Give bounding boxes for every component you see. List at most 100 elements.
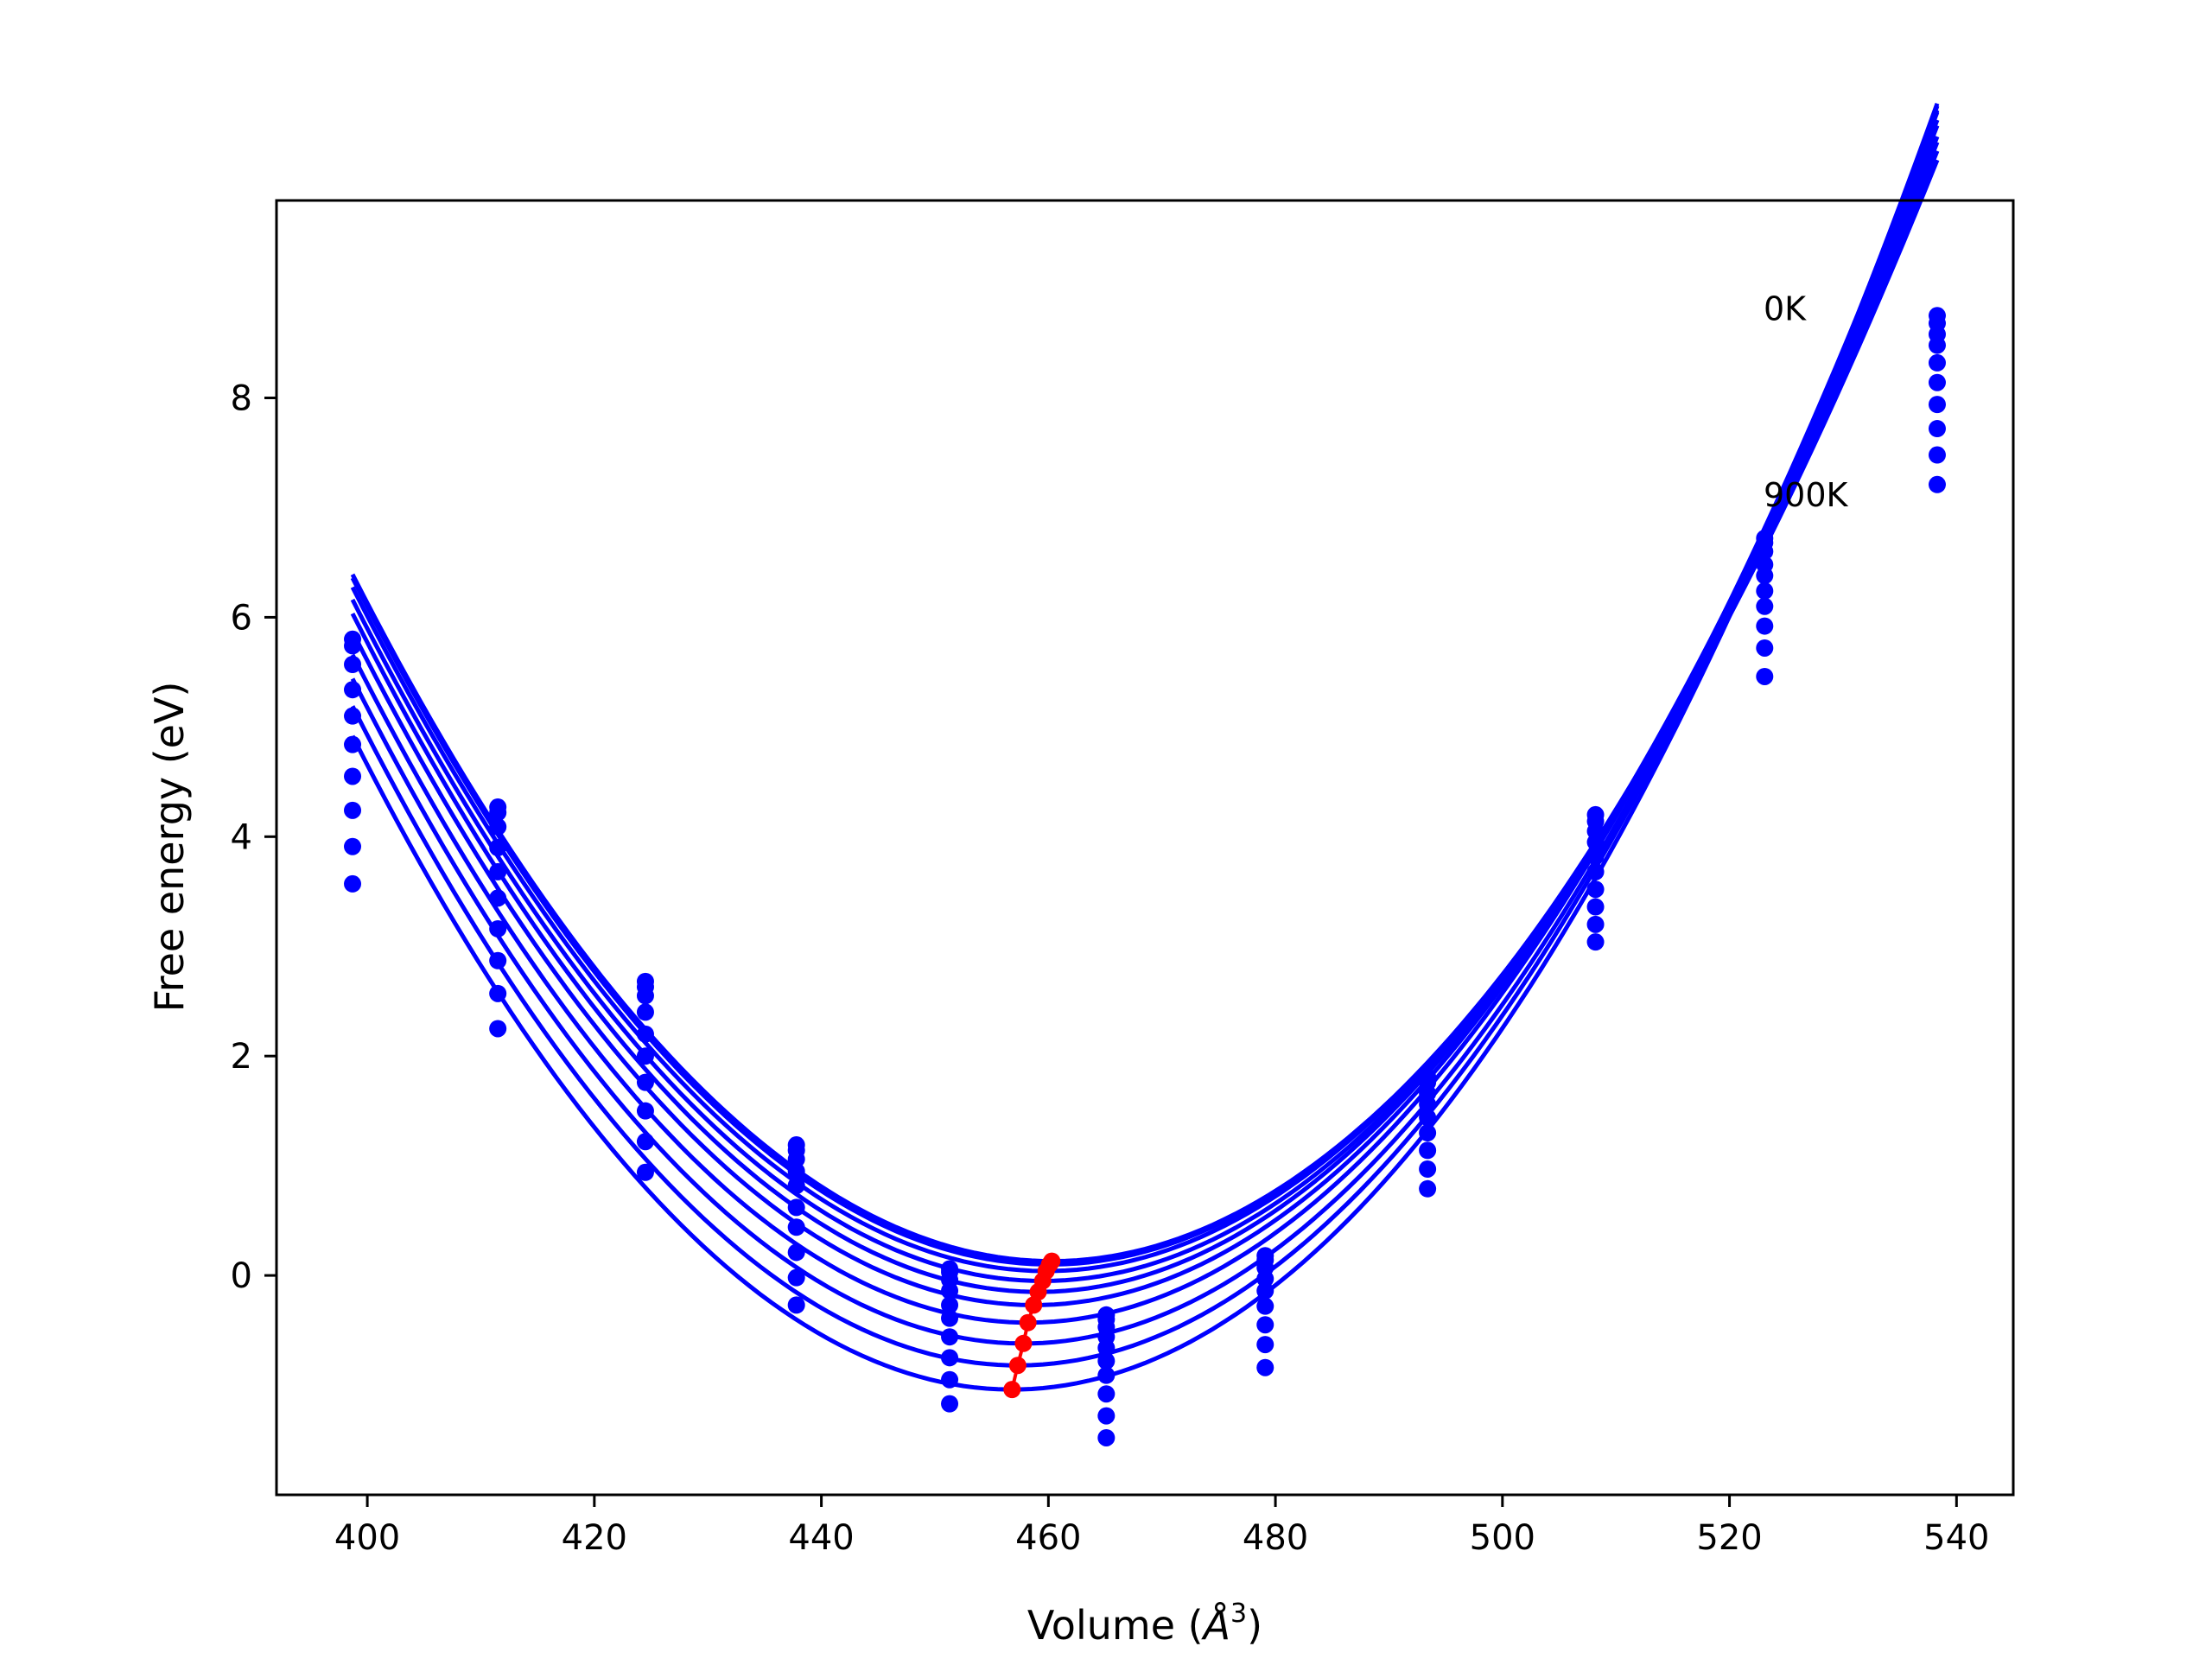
data-point: [1256, 1281, 1274, 1300]
data-point: [787, 1296, 805, 1314]
x-axis-label: Volume (Å3): [1027, 1599, 1262, 1649]
data-point: [1419, 1124, 1437, 1142]
data-point: [1256, 1336, 1274, 1354]
data-point: [489, 817, 507, 836]
data-point: [1928, 353, 1946, 372]
data-point: [1928, 336, 1946, 354]
data-point: [1256, 1316, 1274, 1334]
data-point: [344, 767, 362, 785]
data-point: [489, 1020, 507, 1038]
data-point: [489, 984, 507, 1002]
fit-curve-6: [350, 111, 1940, 1325]
y-tick-label: 2: [231, 1037, 252, 1077]
plot-frame: [275, 199, 2015, 1497]
data-point: [941, 1370, 959, 1389]
data-point: [1097, 1428, 1116, 1446]
data-point: [1586, 848, 1605, 866]
data-point: [941, 1296, 959, 1314]
data-point: [1419, 1160, 1437, 1178]
x-tick-label: 400: [334, 1518, 400, 1558]
x-axis: 400 420 440 460 480 500 520 540: [334, 1495, 1989, 1558]
y-axis-label: Free energy (eV): [146, 682, 193, 1013]
data-point: [1586, 862, 1605, 880]
data-point: [1586, 915, 1605, 933]
data-point: [1756, 597, 1774, 615]
data-point: [1419, 1096, 1437, 1114]
data-point: [1928, 396, 1946, 414]
data-point: [1586, 933, 1605, 951]
data-point: [1097, 1366, 1116, 1384]
data-point: [1928, 475, 1946, 493]
fit-curve-9: [350, 102, 1940, 1392]
data-point: [787, 1177, 805, 1195]
minimum-point: [1029, 1283, 1047, 1301]
data-point: [1097, 1352, 1116, 1370]
data-point: [1419, 1109, 1437, 1127]
data-point: [636, 1073, 654, 1091]
x-tick-label: 420: [562, 1518, 627, 1558]
data-point: [787, 1150, 805, 1168]
annotation-0: 0K: [1764, 289, 1807, 327]
x-tick-label: 500: [1470, 1518, 1535, 1558]
y-tick-label: 4: [231, 817, 252, 857]
data-point: [941, 1349, 959, 1367]
minimum-point: [1014, 1334, 1033, 1352]
data-point: [636, 1003, 654, 1021]
y-tick-label: 8: [231, 379, 252, 419]
data-point: [1756, 667, 1774, 685]
data-point: [489, 919, 507, 938]
data-point: [636, 1047, 654, 1065]
data-point: [1928, 420, 1946, 438]
data-point: [344, 637, 362, 655]
data-point: [787, 1162, 805, 1180]
data-point: [941, 1328, 959, 1346]
data-point: [1419, 1141, 1437, 1160]
data-point: [636, 987, 654, 1005]
annotations: 0K 900K: [1764, 289, 1849, 514]
data-point: [1928, 373, 1946, 391]
annotation-1: 900K: [1764, 476, 1849, 514]
data-point: [1756, 543, 1774, 561]
data-point: [1928, 446, 1946, 464]
x-tick-label: 520: [1696, 1518, 1762, 1558]
data-point: [1097, 1407, 1116, 1425]
data-point: [344, 681, 362, 699]
data-point: [636, 1163, 654, 1181]
minima-points: [1003, 1252, 1061, 1399]
data-point: [1756, 567, 1774, 585]
data-point: [344, 837, 362, 855]
data-point: [344, 801, 362, 819]
fit-curve-7: [350, 109, 1940, 1346]
data-point: [344, 655, 362, 673]
x-tick-label: 540: [1923, 1518, 1989, 1558]
data-point: [1256, 1269, 1274, 1287]
data-point: [489, 862, 507, 880]
data-point: [787, 1198, 805, 1217]
data-point: [941, 1395, 959, 1413]
data-point: [489, 804, 507, 822]
data-point: [1097, 1338, 1116, 1357]
x-tick-label: 440: [788, 1518, 854, 1558]
data-point: [787, 1243, 805, 1262]
x-tick-label: 480: [1243, 1518, 1308, 1558]
data-point: [344, 735, 362, 753]
data-point: [489, 889, 507, 907]
fit-curves: [350, 102, 1940, 1392]
y-axis: 0 2 4 6 8: [231, 379, 276, 1296]
fit-curve-8: [350, 105, 1940, 1368]
data-point: [1256, 1358, 1274, 1376]
data-point: [344, 707, 362, 725]
y-tick-label: 0: [231, 1256, 252, 1296]
data-point: [1586, 898, 1605, 916]
data-point: [636, 1102, 654, 1120]
data-point: [1756, 582, 1774, 600]
data-point: [636, 1133, 654, 1151]
data-point: [344, 874, 362, 893]
minimum-point: [1019, 1313, 1037, 1332]
minimum-point: [1003, 1381, 1021, 1399]
minimum-point: [1008, 1357, 1027, 1375]
data-point: [941, 1309, 959, 1327]
y-tick-label: 6: [231, 598, 252, 638]
data-point: [1586, 833, 1605, 851]
